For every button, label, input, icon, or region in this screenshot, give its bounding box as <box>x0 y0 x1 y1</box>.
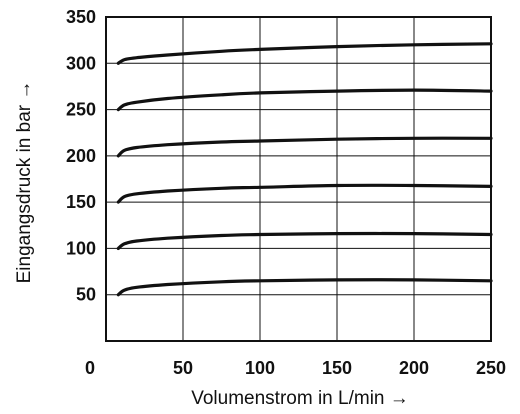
x-tick-label-50: 50 <box>173 358 193 378</box>
grid <box>106 17 491 341</box>
y-tick-label-200: 200 <box>66 146 96 166</box>
y-tick-label-250: 250 <box>66 100 96 120</box>
series-curve-4 <box>116 136 493 158</box>
y-tick-label-150: 150 <box>66 192 96 212</box>
y-tick-labels: 50 100 150 200 250 300 350 <box>66 7 96 305</box>
x-tick-label-100: 100 <box>245 358 275 378</box>
x-tick-label-250: 250 <box>476 358 506 378</box>
series-curve-6 <box>116 42 493 65</box>
y-tick-label-50: 50 <box>76 285 96 305</box>
series-curve-3 <box>116 183 493 204</box>
y-tick-label-100: 100 <box>66 238 96 258</box>
x-tick-labels: 0 50 100 150 200 250 <box>85 358 506 378</box>
x-axis-title: Volumenstrom in L/min → <box>191 388 409 409</box>
series-curve-5 <box>116 88 493 112</box>
y-tick-label-300: 300 <box>66 53 96 73</box>
y-tick-label-350: 350 <box>66 7 96 27</box>
series-curve-2 <box>116 231 493 250</box>
y-axis-title: Eingangsdruck in bar → <box>14 81 35 284</box>
x-tick-label-200: 200 <box>399 358 429 378</box>
x-tick-label-150: 150 <box>322 358 352 378</box>
x-tick-label-0: 0 <box>85 358 95 378</box>
plot-frame <box>105 16 492 342</box>
series-curve-1 <box>116 278 493 297</box>
series-curves <box>116 42 493 297</box>
